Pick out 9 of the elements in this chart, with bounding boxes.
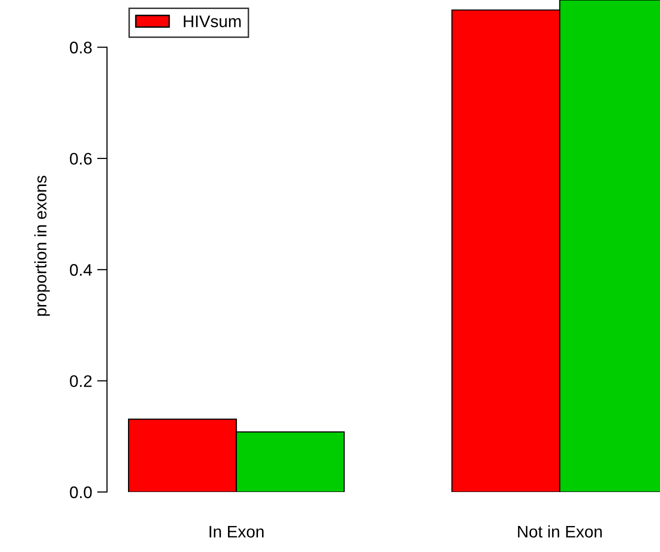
legend-label: HIVsum	[184, 16, 241, 28]
y-tick-label: 0.6	[70, 152, 92, 165]
y-tick-label: 0.0	[70, 486, 92, 498]
x-tick-label: In Exon	[210, 526, 264, 538]
y-tick-label: 0.8	[70, 42, 92, 54]
y-axis-title: proportion in exons	[34, 176, 50, 316]
x-tick-label: Not in Exon	[518, 525, 602, 538]
y-tick-label: 0.2	[70, 375, 92, 388]
y-tick-label: 0.4	[70, 264, 92, 276]
